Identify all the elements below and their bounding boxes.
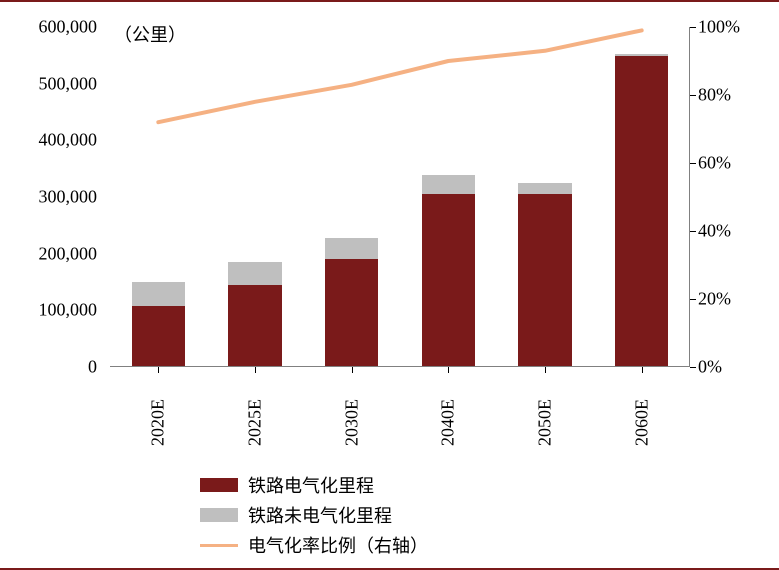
- y-right-tick-label: 20%: [698, 289, 731, 310]
- y-left-tick-label: 600,000: [39, 17, 98, 38]
- right-axis-line: [689, 27, 690, 367]
- line-series-path: [158, 30, 641, 122]
- legend-item-bar1: 铁路电气化里程: [200, 472, 600, 498]
- y-right-tick-label: 80%: [698, 85, 731, 106]
- x-tick-mark: [158, 367, 159, 373]
- bar-segment-non-electrified: [518, 183, 571, 194]
- bar-segment-non-electrified: [325, 238, 378, 260]
- y-right-tick-label: 0%: [698, 357, 722, 378]
- bar-group: [518, 183, 571, 367]
- x-axis: 2020E 2025E 2030E 2040E 2050E 2060E: [110, 367, 690, 477]
- legend-swatch-bar1: [200, 478, 238, 492]
- legend-label-bar1: 铁路电气化里程: [248, 472, 374, 498]
- y-right-tick-mark: [690, 95, 696, 96]
- y-left-tick-label: 300,000: [39, 187, 98, 208]
- bar-segment-non-electrified: [228, 262, 281, 285]
- y-axis-right: 0%20%40%60%80%100%: [690, 27, 770, 367]
- y-left-tick-label: 0: [88, 357, 97, 378]
- x-tick-mark: [545, 367, 546, 373]
- x-tick-label: 2025E: [245, 399, 266, 446]
- bar-segment-electrified: [132, 306, 185, 367]
- y-right-tick-mark: [690, 163, 696, 164]
- line-series-overlay: [110, 27, 690, 367]
- bar-segment-electrified: [518, 194, 571, 367]
- bar-segment-electrified: [615, 56, 668, 367]
- y-right-tick-mark: [690, 231, 696, 232]
- y-left-tick-label: 500,000: [39, 73, 98, 94]
- y-left-tick-label: 200,000: [39, 243, 98, 264]
- legend-swatch-line: [200, 544, 238, 547]
- x-tick-mark: [352, 367, 353, 373]
- x-tick-label: 2060E: [631, 399, 652, 446]
- y-right-tick-mark: [690, 27, 696, 28]
- x-tick-label: 2020E: [148, 399, 169, 446]
- legend: 铁路电气化里程 铁路未电气化里程 电气化率比例（右轴）: [200, 472, 600, 562]
- y-left-unit-label: （公里）: [114, 21, 186, 47]
- bar-segment-electrified: [228, 285, 281, 367]
- bar-segment-non-electrified: [132, 282, 185, 306]
- x-tick-label: 2040E: [438, 399, 459, 446]
- bar-segment-electrified: [325, 259, 378, 367]
- y-axis-left: 0100,000200,000300,000400,000500,000600,…: [0, 27, 105, 367]
- plot-area: （公里）: [110, 27, 690, 367]
- y-right-tick-mark: [690, 367, 696, 368]
- legend-swatch-bar2: [200, 508, 238, 522]
- bar-group: [422, 175, 475, 367]
- chart-container: 0 100,000 200,000 300,000 400,000 500,000 600,…: [0, 0, 779, 570]
- legend-item-bar2: 铁路未电气化里程: [200, 502, 600, 528]
- x-tick-mark: [448, 367, 449, 373]
- bar-segment-non-electrified: [615, 54, 668, 57]
- y-right-tick-label: 60%: [698, 153, 731, 174]
- bar-group: [615, 54, 668, 367]
- x-tick-label: 2030E: [341, 399, 362, 446]
- y-right-tick-label: 40%: [698, 221, 731, 242]
- y-left-tick-label: 100,000: [39, 300, 98, 321]
- x-tick-mark: [642, 367, 643, 373]
- bar-group: [132, 282, 185, 367]
- y-left-tick-label: 400,000: [39, 130, 98, 151]
- legend-label-bar2: 铁路未电气化里程: [248, 502, 392, 528]
- legend-label-line: 电气化率比例（右轴）: [248, 532, 428, 558]
- x-tick-label: 2050E: [535, 399, 556, 446]
- x-tick-mark: [255, 367, 256, 373]
- bar-group: [228, 262, 281, 367]
- bar-segment-non-electrified: [422, 175, 475, 194]
- legend-item-line: 电气化率比例（右轴）: [200, 532, 600, 558]
- bar-group: [325, 238, 378, 367]
- y-right-tick-label: 100%: [698, 17, 740, 38]
- bar-segment-electrified: [422, 194, 475, 367]
- y-right-tick-mark: [690, 299, 696, 300]
